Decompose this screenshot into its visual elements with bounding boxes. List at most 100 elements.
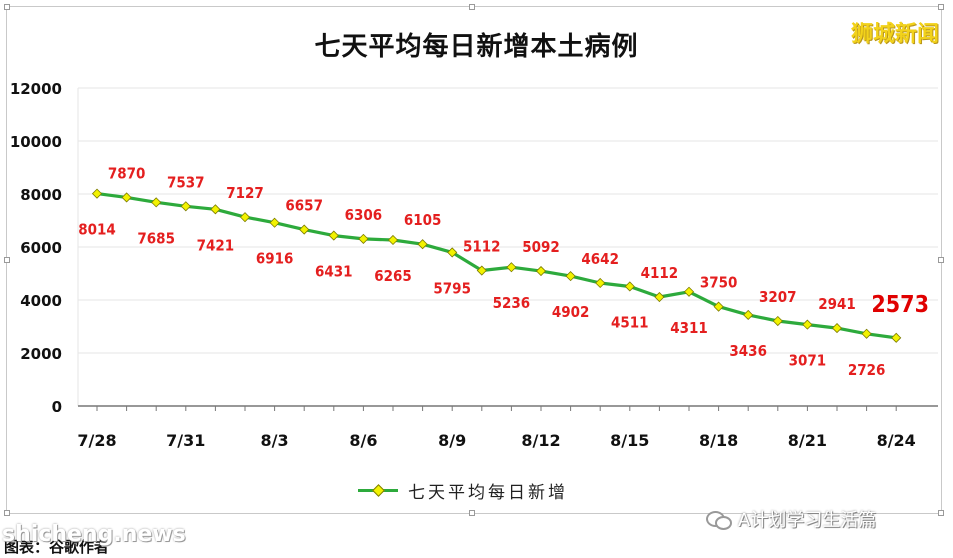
data-point-marker bbox=[565, 271, 576, 282]
data-point-marker bbox=[269, 217, 280, 228]
data-label: 6431 bbox=[315, 263, 353, 281]
data-label: 5795 bbox=[433, 279, 471, 297]
resize-handle-top-left[interactable] bbox=[4, 4, 10, 10]
data-label: 7870 bbox=[108, 164, 146, 182]
data-point-marker bbox=[417, 239, 428, 250]
x-tick-label: 8/9 bbox=[438, 431, 466, 450]
data-point-marker bbox=[328, 230, 339, 241]
x-tick-label: 8/3 bbox=[261, 431, 289, 450]
highlight-data-label: 2573 bbox=[871, 292, 929, 318]
data-point-marker bbox=[683, 286, 695, 297]
x-tick-label: 8/24 bbox=[877, 431, 916, 450]
data-point-marker bbox=[210, 204, 221, 215]
x-tick-label: 8/21 bbox=[788, 431, 827, 450]
data-label: 3207 bbox=[759, 288, 797, 306]
x-tick-label: 8/15 bbox=[610, 431, 649, 450]
resize-handle-top-right[interactable] bbox=[938, 4, 944, 10]
y-tick-label: 6000 bbox=[20, 239, 62, 257]
x-tick-label: 8/6 bbox=[349, 431, 377, 450]
data-label: 2726 bbox=[848, 361, 886, 379]
x-tick-labels: 7/28 7/31 8/3 8/6 8/9 8/12 8/15 8/18 8/21 8/24 bbox=[77, 431, 915, 450]
data-label: 7537 bbox=[167, 173, 205, 191]
resize-handle-left[interactable] bbox=[4, 257, 10, 263]
data-point-marker bbox=[447, 247, 458, 258]
data-point-marker bbox=[387, 234, 399, 246]
legend: 七天平均每日新增 bbox=[358, 480, 568, 503]
data-label: 4511 bbox=[611, 313, 649, 331]
data-label: 3071 bbox=[789, 352, 827, 370]
data-label: 4642 bbox=[581, 250, 619, 268]
y-tick-label: 4000 bbox=[20, 292, 62, 310]
data-label: 5112 bbox=[463, 238, 501, 256]
data-point-marker bbox=[831, 322, 843, 334]
data-label: 4902 bbox=[552, 303, 590, 321]
resize-handle-top[interactable] bbox=[469, 4, 475, 10]
data-point-marker bbox=[299, 224, 310, 235]
data-point-marker bbox=[121, 192, 132, 203]
data-point-marker bbox=[654, 291, 665, 303]
resize-handle-bottom-right[interactable] bbox=[938, 510, 944, 516]
data-point-marker bbox=[535, 265, 547, 277]
data-label: 6657 bbox=[285, 197, 323, 215]
data-point-marker bbox=[476, 265, 487, 276]
data-label: 4112 bbox=[641, 264, 679, 282]
site-watermark: shicheng.news bbox=[2, 522, 186, 547]
brand-logo-text: 狮城新闻 bbox=[850, 22, 939, 47]
y-tick-label: 0 bbox=[52, 398, 62, 416]
y-tick-labels: 0 2000 4000 6000 8000 10000 12000 bbox=[10, 80, 62, 416]
data-point-marker bbox=[358, 233, 369, 244]
data-label: 5236 bbox=[493, 294, 531, 312]
data-label: 6916 bbox=[256, 250, 294, 268]
data-label: 2941 bbox=[818, 295, 856, 313]
x-tick-label: 8/18 bbox=[699, 431, 738, 450]
series-line bbox=[96, 192, 897, 340]
legend-label: 七天平均每日新增 bbox=[408, 482, 568, 503]
data-label: 5092 bbox=[522, 238, 560, 256]
data-labels: 8014 7870 7685 7537 7421 7127 6916 6657 6431 6306… bbox=[78, 164, 929, 378]
data-point-marker bbox=[772, 315, 783, 327]
series-line-path bbox=[96, 192, 897, 340]
legend-line-swatch bbox=[358, 481, 398, 499]
y-tick-label: 10000 bbox=[10, 133, 62, 151]
data-label: 6306 bbox=[345, 206, 383, 224]
data-point-marker bbox=[802, 319, 813, 330]
x-tick-label: 7/31 bbox=[166, 431, 205, 450]
x-tick-label: 7/28 bbox=[77, 431, 116, 450]
y-tick-label: 8000 bbox=[20, 186, 62, 204]
data-label: 7421 bbox=[197, 236, 235, 254]
axes bbox=[77, 88, 938, 411]
data-label: 6265 bbox=[374, 267, 412, 285]
data-label: 4311 bbox=[670, 319, 708, 337]
data-point-marker bbox=[180, 201, 191, 212]
data-label: 6105 bbox=[404, 211, 442, 229]
wechat-watermark: A计划学习生活篇 bbox=[706, 506, 876, 532]
data-markers bbox=[91, 188, 902, 343]
data-label: 3750 bbox=[700, 274, 738, 292]
data-point-marker bbox=[743, 309, 754, 321]
data-point-marker bbox=[595, 277, 606, 289]
grid-lines bbox=[78, 87, 938, 354]
resize-handle-bottom[interactable] bbox=[469, 510, 475, 516]
resize-handle-bottom-left[interactable] bbox=[4, 510, 10, 516]
chart-title: 七天平均每日新增本土病例 bbox=[314, 32, 639, 62]
data-label: 7685 bbox=[137, 229, 175, 247]
data-point-marker bbox=[91, 188, 103, 199]
wechat-account-name: A计划学习生活篇 bbox=[738, 510, 877, 531]
image-caption: 图表：谷歌作者 bbox=[4, 538, 110, 556]
x-tick-label: 8/12 bbox=[521, 431, 560, 450]
resize-handle-right[interactable] bbox=[938, 257, 944, 263]
y-tick-label: 12000 bbox=[10, 80, 62, 98]
y-tick-label: 2000 bbox=[20, 345, 62, 363]
data-point-marker bbox=[861, 328, 872, 339]
data-point-marker bbox=[624, 281, 635, 292]
wechat-icon bbox=[706, 509, 732, 530]
chart-frame bbox=[4, 4, 944, 516]
data-point-marker bbox=[891, 332, 902, 343]
data-point-marker bbox=[713, 301, 724, 312]
data-label: 3436 bbox=[729, 342, 767, 360]
data-label: 7127 bbox=[226, 184, 264, 202]
data-point-marker bbox=[239, 212, 251, 223]
data-label: 8014 bbox=[78, 221, 116, 239]
data-point-marker bbox=[151, 197, 162, 208]
